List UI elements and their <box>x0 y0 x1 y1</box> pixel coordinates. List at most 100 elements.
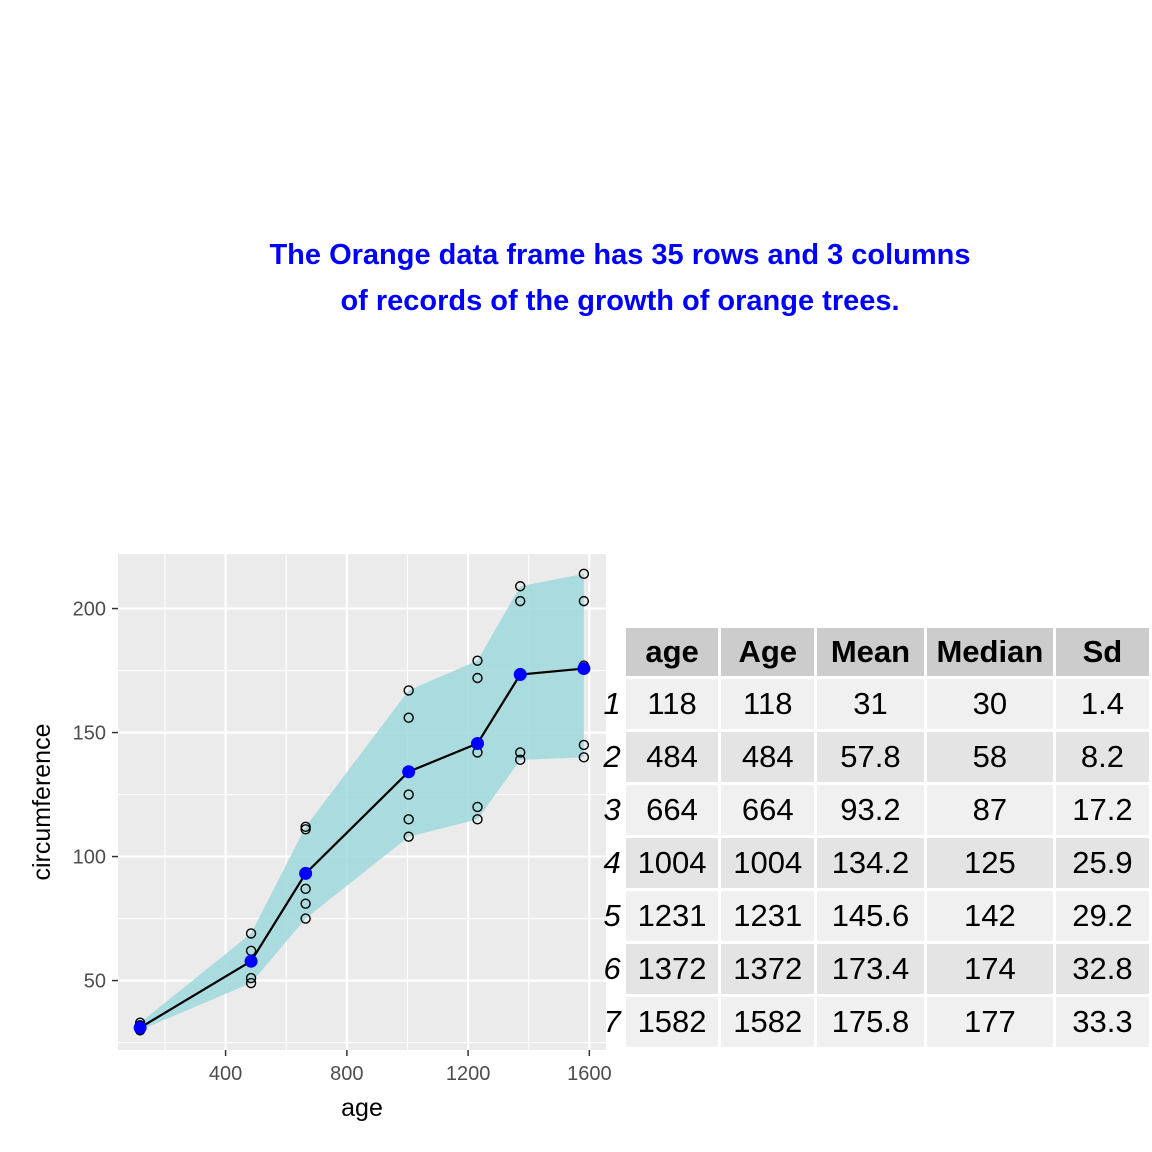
y-tick-label: 50 <box>84 971 106 993</box>
row-number: 5 <box>603 898 621 933</box>
y-tick-label: 200 <box>73 599 106 621</box>
table-cell-age: 1004 <box>625 838 719 888</box>
table-row: 6 1372 1372 173.4 174 32.8 <box>601 944 1149 994</box>
row-number: 3 <box>603 792 621 827</box>
min-max-ribbon <box>140 573 584 1031</box>
table-cell-sd: 17.2 <box>1055 785 1149 835</box>
chart-title-line-1: The Orange data frame has 35 rows and 3 … <box>269 239 971 271</box>
x-axis-title: age <box>341 1094 383 1122</box>
table-row: 5 1231 1231 145.6 142 29.2 <box>601 891 1149 941</box>
table-cell-age: 118 <box>721 679 815 729</box>
table-cell-age: 1582 <box>625 997 719 1047</box>
observation-point <box>300 898 311 909</box>
table-cell-median: 30 <box>926 679 1053 729</box>
mean-point <box>402 765 416 779</box>
table-cell-mean: 93.2 <box>817 785 924 835</box>
table-cell-age: 664 <box>625 785 719 835</box>
observation-point <box>578 568 590 580</box>
y-tick-label: 100 <box>73 847 106 869</box>
column-header-mean: Mean <box>817 628 924 676</box>
column-header-median: Median <box>926 628 1053 676</box>
table-row: 4 1004 1004 134.2 125 25.9 <box>601 838 1149 888</box>
observation-point <box>245 928 257 939</box>
table-cell-median: 58 <box>926 732 1053 782</box>
table-cell-age: 118 <box>625 679 719 729</box>
observation-point <box>515 747 526 758</box>
table-cell-mean: 31 <box>817 679 924 729</box>
table-cell-sd: 33.3 <box>1055 997 1149 1047</box>
range-ribbon-layer <box>140 573 584 1031</box>
table-cell-mean: 145.6 <box>817 891 924 941</box>
row-number: 6 <box>603 951 621 986</box>
table-cell-mean: 57.8 <box>817 732 924 782</box>
table-cell-sd: 8.2 <box>1055 732 1149 782</box>
chart-title: The Orange data frame has 35 rows and 3 … <box>0 232 1152 324</box>
mean-points-layer <box>133 662 591 1035</box>
table-cell-age: 1372 <box>721 944 815 994</box>
column-header-sd: Sd <box>1055 628 1149 676</box>
x-tick-label: 800 <box>330 1063 363 1085</box>
table-row: 7 1582 1582 175.8 177 33.3 <box>601 997 1149 1047</box>
table-cell-sd: 32.8 <box>1055 944 1149 994</box>
table-cell-median: 125 <box>926 838 1053 888</box>
observation-point <box>403 685 414 696</box>
observation-point <box>300 883 311 894</box>
observation-point <box>403 712 414 723</box>
axes: 400 800 1200 1600 50 100 150 200 age circumferenc… <box>28 599 612 1122</box>
x-tick-label: 400 <box>209 1063 242 1085</box>
observation-point <box>403 789 414 800</box>
table-cell-age: 664 <box>721 785 815 835</box>
observation-point <box>472 655 483 666</box>
observation-points-layer <box>134 568 590 1036</box>
y-axis-title: circumference <box>28 724 56 881</box>
y-tick-label: 150 <box>73 723 106 745</box>
row-number: 4 <box>603 845 621 880</box>
summary-table: age Age Mean Median Sd 1 118 118 31 30 1.4 2 48… <box>598 625 1152 1050</box>
table-row: 3 664 664 93.2 87 17.2 <box>601 785 1149 835</box>
observation-point <box>578 595 590 607</box>
x-tick-label: 1200 <box>446 1063 491 1085</box>
observation-point <box>578 752 590 763</box>
observation-point <box>245 977 257 989</box>
table-cell-median: 174 <box>926 944 1053 994</box>
table-cell-age: 1231 <box>721 891 815 941</box>
mean-point <box>299 866 313 880</box>
mean-point <box>577 662 591 676</box>
table-cell-age: 484 <box>625 732 719 782</box>
mean-point <box>470 736 484 750</box>
table-cell-mean: 134.2 <box>817 838 924 888</box>
mean-point <box>244 954 258 968</box>
observation-point <box>403 831 414 842</box>
table-cell-age: 1372 <box>625 944 719 994</box>
observation-point <box>472 801 483 813</box>
table-cell-age: 484 <box>721 732 815 782</box>
observation-point <box>300 913 311 924</box>
observation-point <box>515 754 526 766</box>
table-cell-sd: 1.4 <box>1055 679 1149 729</box>
x-tick-label: 1600 <box>567 1063 612 1085</box>
observation-point <box>578 739 590 751</box>
row-number: 7 <box>603 1004 621 1039</box>
table-cell-age: 1231 <box>625 891 719 941</box>
table-cell-sd: 25.9 <box>1055 838 1149 888</box>
observation-point <box>245 972 257 984</box>
table-cell-mean: 175.8 <box>817 997 924 1047</box>
table-cell-median: 177 <box>926 997 1053 1047</box>
observation-point <box>472 814 483 825</box>
observation-point <box>472 672 483 684</box>
observation-point <box>515 595 526 607</box>
column-header-Age: Age <box>721 628 815 676</box>
observation-point <box>403 814 414 825</box>
table-cell-median: 142 <box>926 891 1053 941</box>
table-cell-sd: 29.2 <box>1055 891 1149 941</box>
observation-point <box>515 581 526 592</box>
mean-point <box>133 1021 147 1035</box>
table-row: 1 118 118 31 30 1.4 <box>601 679 1149 729</box>
row-number: 1 <box>603 686 621 721</box>
table-header-row: age Age Mean Median Sd <box>601 628 1149 676</box>
table-cell-mean: 173.4 <box>817 944 924 994</box>
table-cell-median: 87 <box>926 785 1053 835</box>
column-header-age: age <box>625 628 719 676</box>
table-row: 2 484 484 57.8 58 8.2 <box>601 732 1149 782</box>
